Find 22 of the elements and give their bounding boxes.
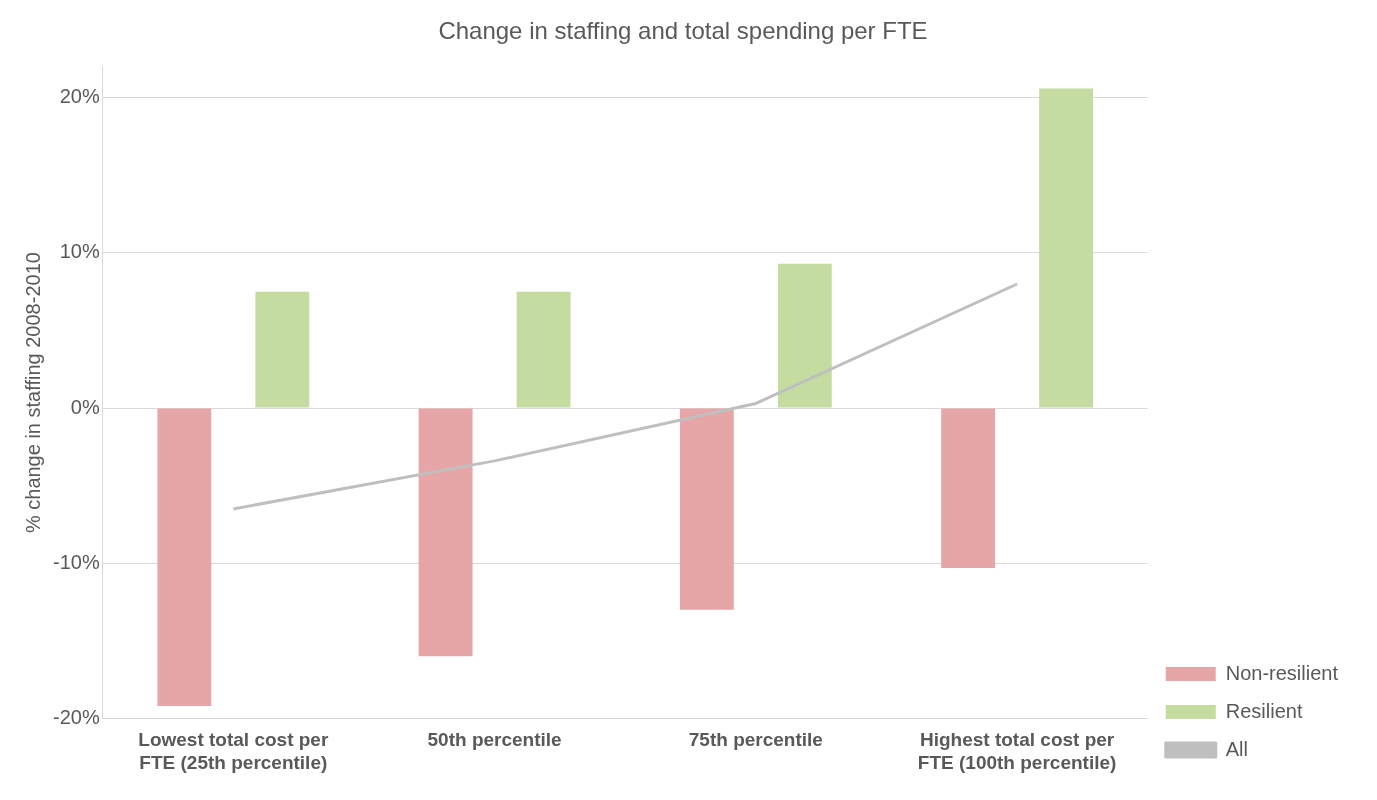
y-tick-label: 20% [59, 85, 100, 108]
y-tick-label: 10% [59, 240, 100, 263]
y-tick-label: -20% [52, 705, 100, 728]
bar [679, 408, 734, 610]
x-tick-label: Highest total cost per FTE (100th percentile) [917, 729, 1117, 773]
bar [157, 408, 212, 706]
chart-title: Change in staffing and total spending per FTE [438, 17, 928, 45]
y-tick-label: -10% [52, 550, 100, 573]
x-tick-label: 75th percentile [688, 729, 823, 751]
x-tick-label: Lowest total cost per FTE (25th percentile) [138, 729, 329, 773]
legend-label: Resilient [1225, 699, 1303, 722]
legend-label: All [1225, 737, 1248, 760]
bar [516, 291, 571, 408]
bar [941, 408, 996, 568]
y-tick-label: 0% [70, 395, 100, 418]
bar [777, 263, 832, 408]
y-axis-title: % change in staffing 2008-2010 [21, 252, 44, 534]
x-tick-label: 50th percentile [427, 729, 562, 751]
bar [1039, 88, 1094, 408]
legend-label: Non-resilient [1225, 661, 1339, 684]
bar [255, 291, 310, 408]
bar [418, 408, 473, 657]
